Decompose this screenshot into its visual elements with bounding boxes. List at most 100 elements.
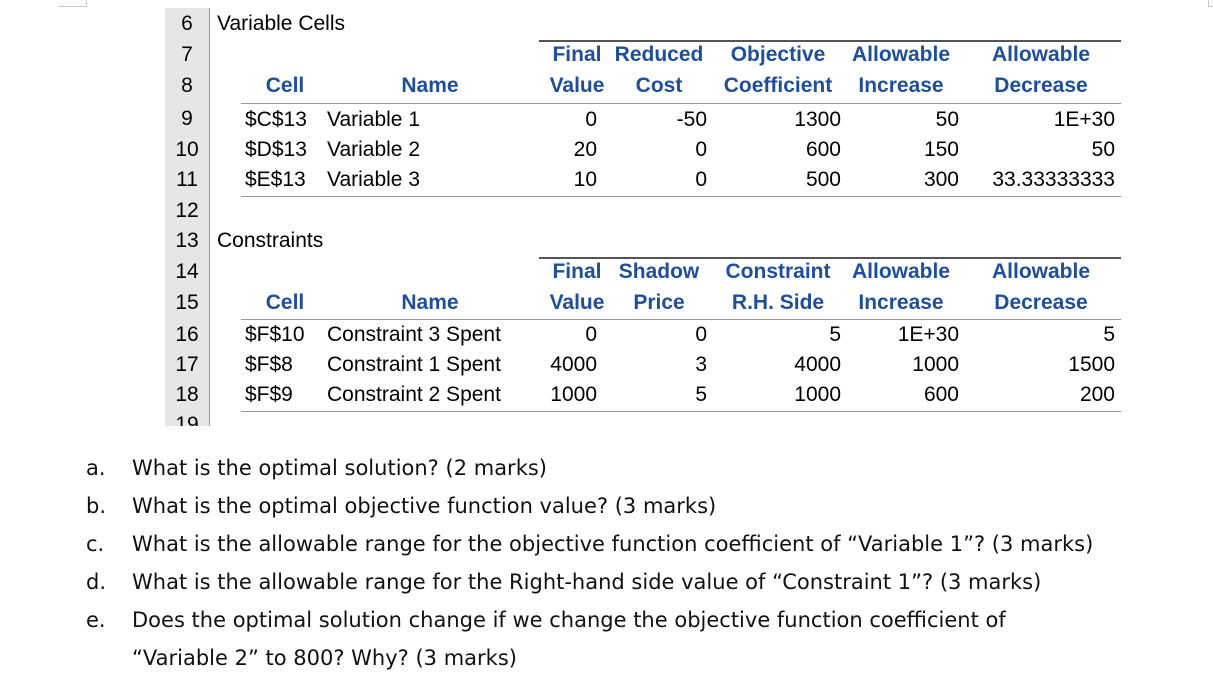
- question-label: d.: [86, 570, 107, 594]
- question-text: What is the allowable range for the obje…: [132, 532, 1094, 556]
- question-item: c. What is the allowable range for the o…: [86, 525, 1206, 563]
- question-item: a. What is the optimal solution? (2 mark…: [86, 449, 1206, 487]
- question-label: c.: [86, 532, 105, 556]
- row-number: 9: [181, 107, 193, 130]
- header-price: Price: [633, 291, 685, 314]
- header-objective: Objective: [730, 43, 826, 66]
- question-text: What is the allowable range for the Righ…: [132, 570, 1042, 594]
- header-decrease: Decrease: [994, 74, 1088, 97]
- header-name: Name: [401, 291, 459, 314]
- header-allowable-decrease: Allowable: [991, 43, 1091, 66]
- row-number: 17: [175, 353, 199, 376]
- table-cell-name: Variable 2: [327, 138, 421, 161]
- table-cell-increase: 600: [923, 383, 959, 406]
- header-top-rule: [539, 257, 1121, 259]
- header-top-rule: [539, 40, 1121, 42]
- row-number: 8: [181, 74, 193, 97]
- header-bottom-rule: [241, 103, 1121, 104]
- table-cell-shadow-price: 0: [695, 323, 707, 346]
- table-cell-final-value: 4000: [550, 353, 597, 376]
- table-cell-decrease: 50: [1091, 138, 1115, 161]
- table-cell-decrease: 5: [1103, 323, 1115, 346]
- table-cell-final-value: 1000: [550, 383, 597, 406]
- header-shadow: Shadow: [618, 260, 700, 283]
- table-cell-ref: $C$13: [245, 108, 307, 131]
- table-cell-name: Constraint 1 Spent: [327, 353, 501, 376]
- header-cost: Cost: [635, 74, 683, 97]
- header-allowable-increase: Allowable: [851, 260, 951, 283]
- row-number: 6: [181, 12, 193, 35]
- table-cell-shadow-price: 5: [695, 383, 707, 406]
- header-name: Name: [401, 74, 459, 97]
- row-number: 11: [176, 168, 198, 191]
- table-cell-final-value: 0: [585, 108, 597, 131]
- row-header-column: 6 7 8 9 10 11 12 13 14 15 16 17 18 19: [165, 8, 210, 426]
- header-final: Final: [552, 260, 602, 283]
- header-increase: Increase: [858, 74, 944, 97]
- table-cell-objective: 600: [805, 138, 841, 161]
- table-cell-reduced-cost: -50: [676, 108, 707, 131]
- question-item-continuation: “Variable 2” to 800? Why? (3 marks): [86, 639, 1206, 675]
- question-label: e.: [86, 608, 106, 632]
- row-number: 12: [175, 199, 199, 222]
- table-cell-rhs: 4000: [794, 353, 841, 376]
- table-cell-ref: $E$13: [245, 168, 306, 191]
- question-item: e. Does the optimal solution change if w…: [86, 601, 1206, 639]
- page-corner-marker-left: [58, 0, 87, 7]
- table-cell-name: Constraint 2 Spent: [327, 383, 501, 406]
- table-cell-decrease: 33.33333333: [992, 168, 1115, 191]
- table-cell-increase: 300: [923, 168, 959, 191]
- header-constraint: Constraint: [725, 260, 831, 283]
- header-value: Value: [549, 74, 605, 97]
- table-cell-name: Variable 1: [327, 108, 421, 131]
- table-cell-reduced-cost: 0: [695, 168, 707, 191]
- question-text: “Variable 2” to 800? Why? (3 marks): [132, 646, 517, 670]
- table-cell-increase: 1E+30: [897, 323, 959, 346]
- table-cell-objective: 1300: [794, 108, 841, 131]
- question-text: What is the optimal solution? (2 marks): [132, 456, 547, 480]
- question-label: a.: [86, 456, 106, 480]
- table-cell-objective: 500: [805, 168, 841, 191]
- table-cell-final-value: 20: [573, 138, 597, 161]
- page-corner-marker-right: [1208, 0, 1213, 7]
- table-cell-final-value: 10: [573, 168, 597, 191]
- header-cell: Cell: [265, 74, 305, 97]
- row-number: 14: [175, 260, 199, 283]
- table-cell-ref: $F$8: [245, 353, 293, 376]
- constraints-title: Constraints: [217, 229, 324, 252]
- question-label: b.: [86, 494, 107, 518]
- row-number: 16: [175, 323, 199, 346]
- table-cell-ref: $D$13: [245, 138, 307, 161]
- row-number: 18: [175, 383, 199, 406]
- question-list: a. What is the optimal solution? (2 mark…: [86, 449, 1206, 675]
- row-number: 15: [175, 291, 199, 314]
- table-cell-reduced-cost: 0: [695, 138, 707, 161]
- header-allowable-increase: Allowable: [851, 43, 951, 66]
- row-number: 13: [175, 229, 199, 252]
- table-cell-final-value: 0: [585, 323, 597, 346]
- table-bottom-rule: [241, 411, 1121, 412]
- row-number: 10: [175, 138, 199, 161]
- variable-cells-title: Variable Cells: [217, 12, 345, 35]
- table-cell-ref: $F$10: [245, 323, 305, 346]
- table-cell-increase: 150: [923, 138, 959, 161]
- table-cell-rhs: 1000: [794, 383, 841, 406]
- header-coefficient: Coefficient: [723, 74, 833, 97]
- table-bottom-rule: [241, 196, 1121, 197]
- table-cell-decrease: 1500: [1068, 353, 1115, 376]
- question-item: b. What is the optimal objective functio…: [86, 487, 1206, 525]
- header-bottom-rule: [241, 319, 1121, 320]
- row-number: 7: [181, 43, 193, 66]
- header-increase: Increase: [858, 291, 944, 314]
- table-cell-increase: 1000: [912, 353, 959, 376]
- sensitivity-report-sheet: 6 7 8 9 10 11 12 13 14 15 16 17 18 19 Va…: [165, 8, 1125, 426]
- header-rh-side: R.H. Side: [731, 291, 825, 314]
- table-cell-ref: $F$9: [245, 383, 293, 406]
- table-cell-decrease: 1E+30: [1053, 108, 1115, 131]
- header-value: Value: [549, 291, 605, 314]
- row-number: 19: [175, 413, 199, 426]
- header-allowable-decrease: Allowable: [991, 260, 1091, 283]
- header-final: Final: [552, 43, 602, 66]
- table-cell-name: Variable 3: [327, 168, 421, 191]
- header-reduced: Reduced: [614, 43, 704, 66]
